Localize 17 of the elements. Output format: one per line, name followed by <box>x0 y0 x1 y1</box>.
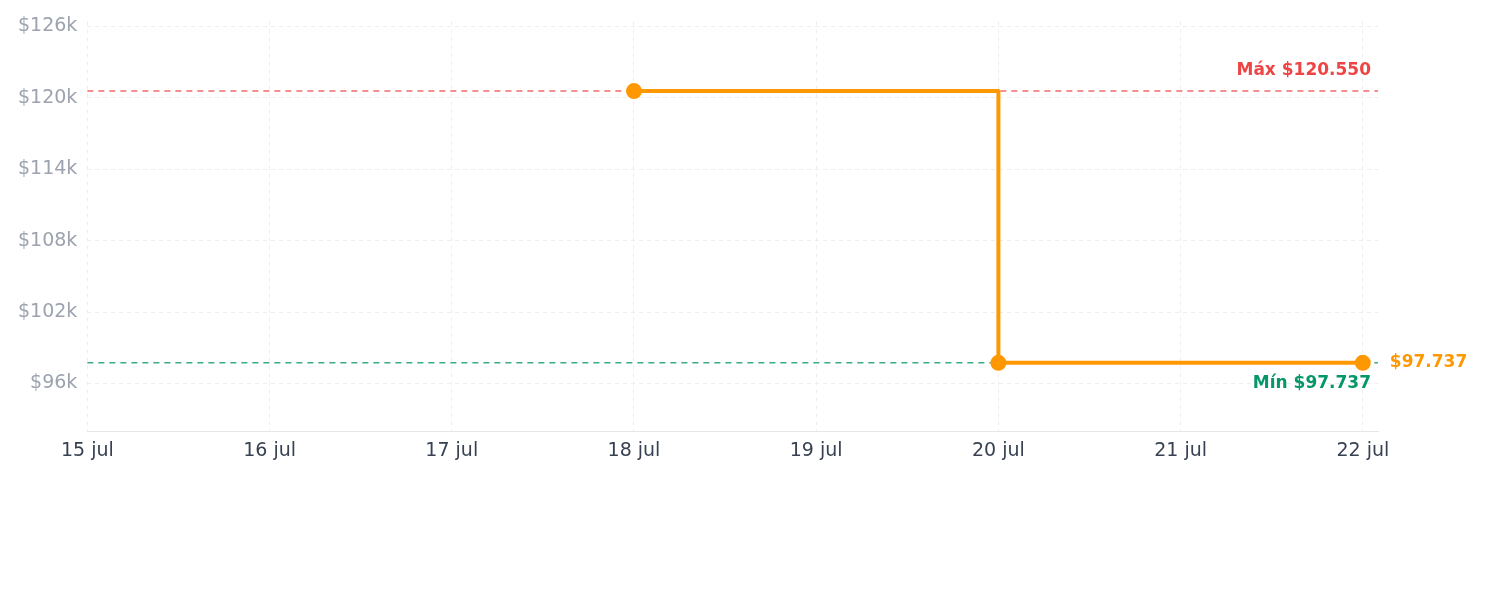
y-tick-label: $126k <box>18 13 78 36</box>
y-tick-label: $108k <box>18 227 78 250</box>
x-tick-label: 15 jul <box>60 437 114 460</box>
y-tick-label: $114k <box>18 156 78 179</box>
ref-line-label: Mín $97.737 <box>1252 371 1371 392</box>
x-tick-label: 22 jul <box>1336 437 1390 460</box>
ref-line-label: Máx $120.550 <box>1236 59 1372 80</box>
y-tick-label: $120k <box>18 84 78 107</box>
x-tick-label: 17 jul <box>425 437 479 460</box>
x-tick-label: 21 jul <box>1154 437 1208 460</box>
x-tick-label: 16 jul <box>243 437 296 460</box>
x-tick-label: 19 jul <box>789 437 843 460</box>
y-tick-label: $96k <box>30 370 78 393</box>
y-tick-label: $102k <box>18 299 78 322</box>
data-label: $97.737 <box>1389 351 1468 372</box>
x-tick-label: 18 jul <box>607 437 661 460</box>
x-tick-label: 20 jul <box>971 437 1025 460</box>
